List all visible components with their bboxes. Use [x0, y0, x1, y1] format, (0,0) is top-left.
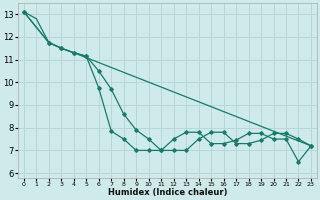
X-axis label: Humidex (Indice chaleur): Humidex (Indice chaleur) [108, 188, 227, 197]
